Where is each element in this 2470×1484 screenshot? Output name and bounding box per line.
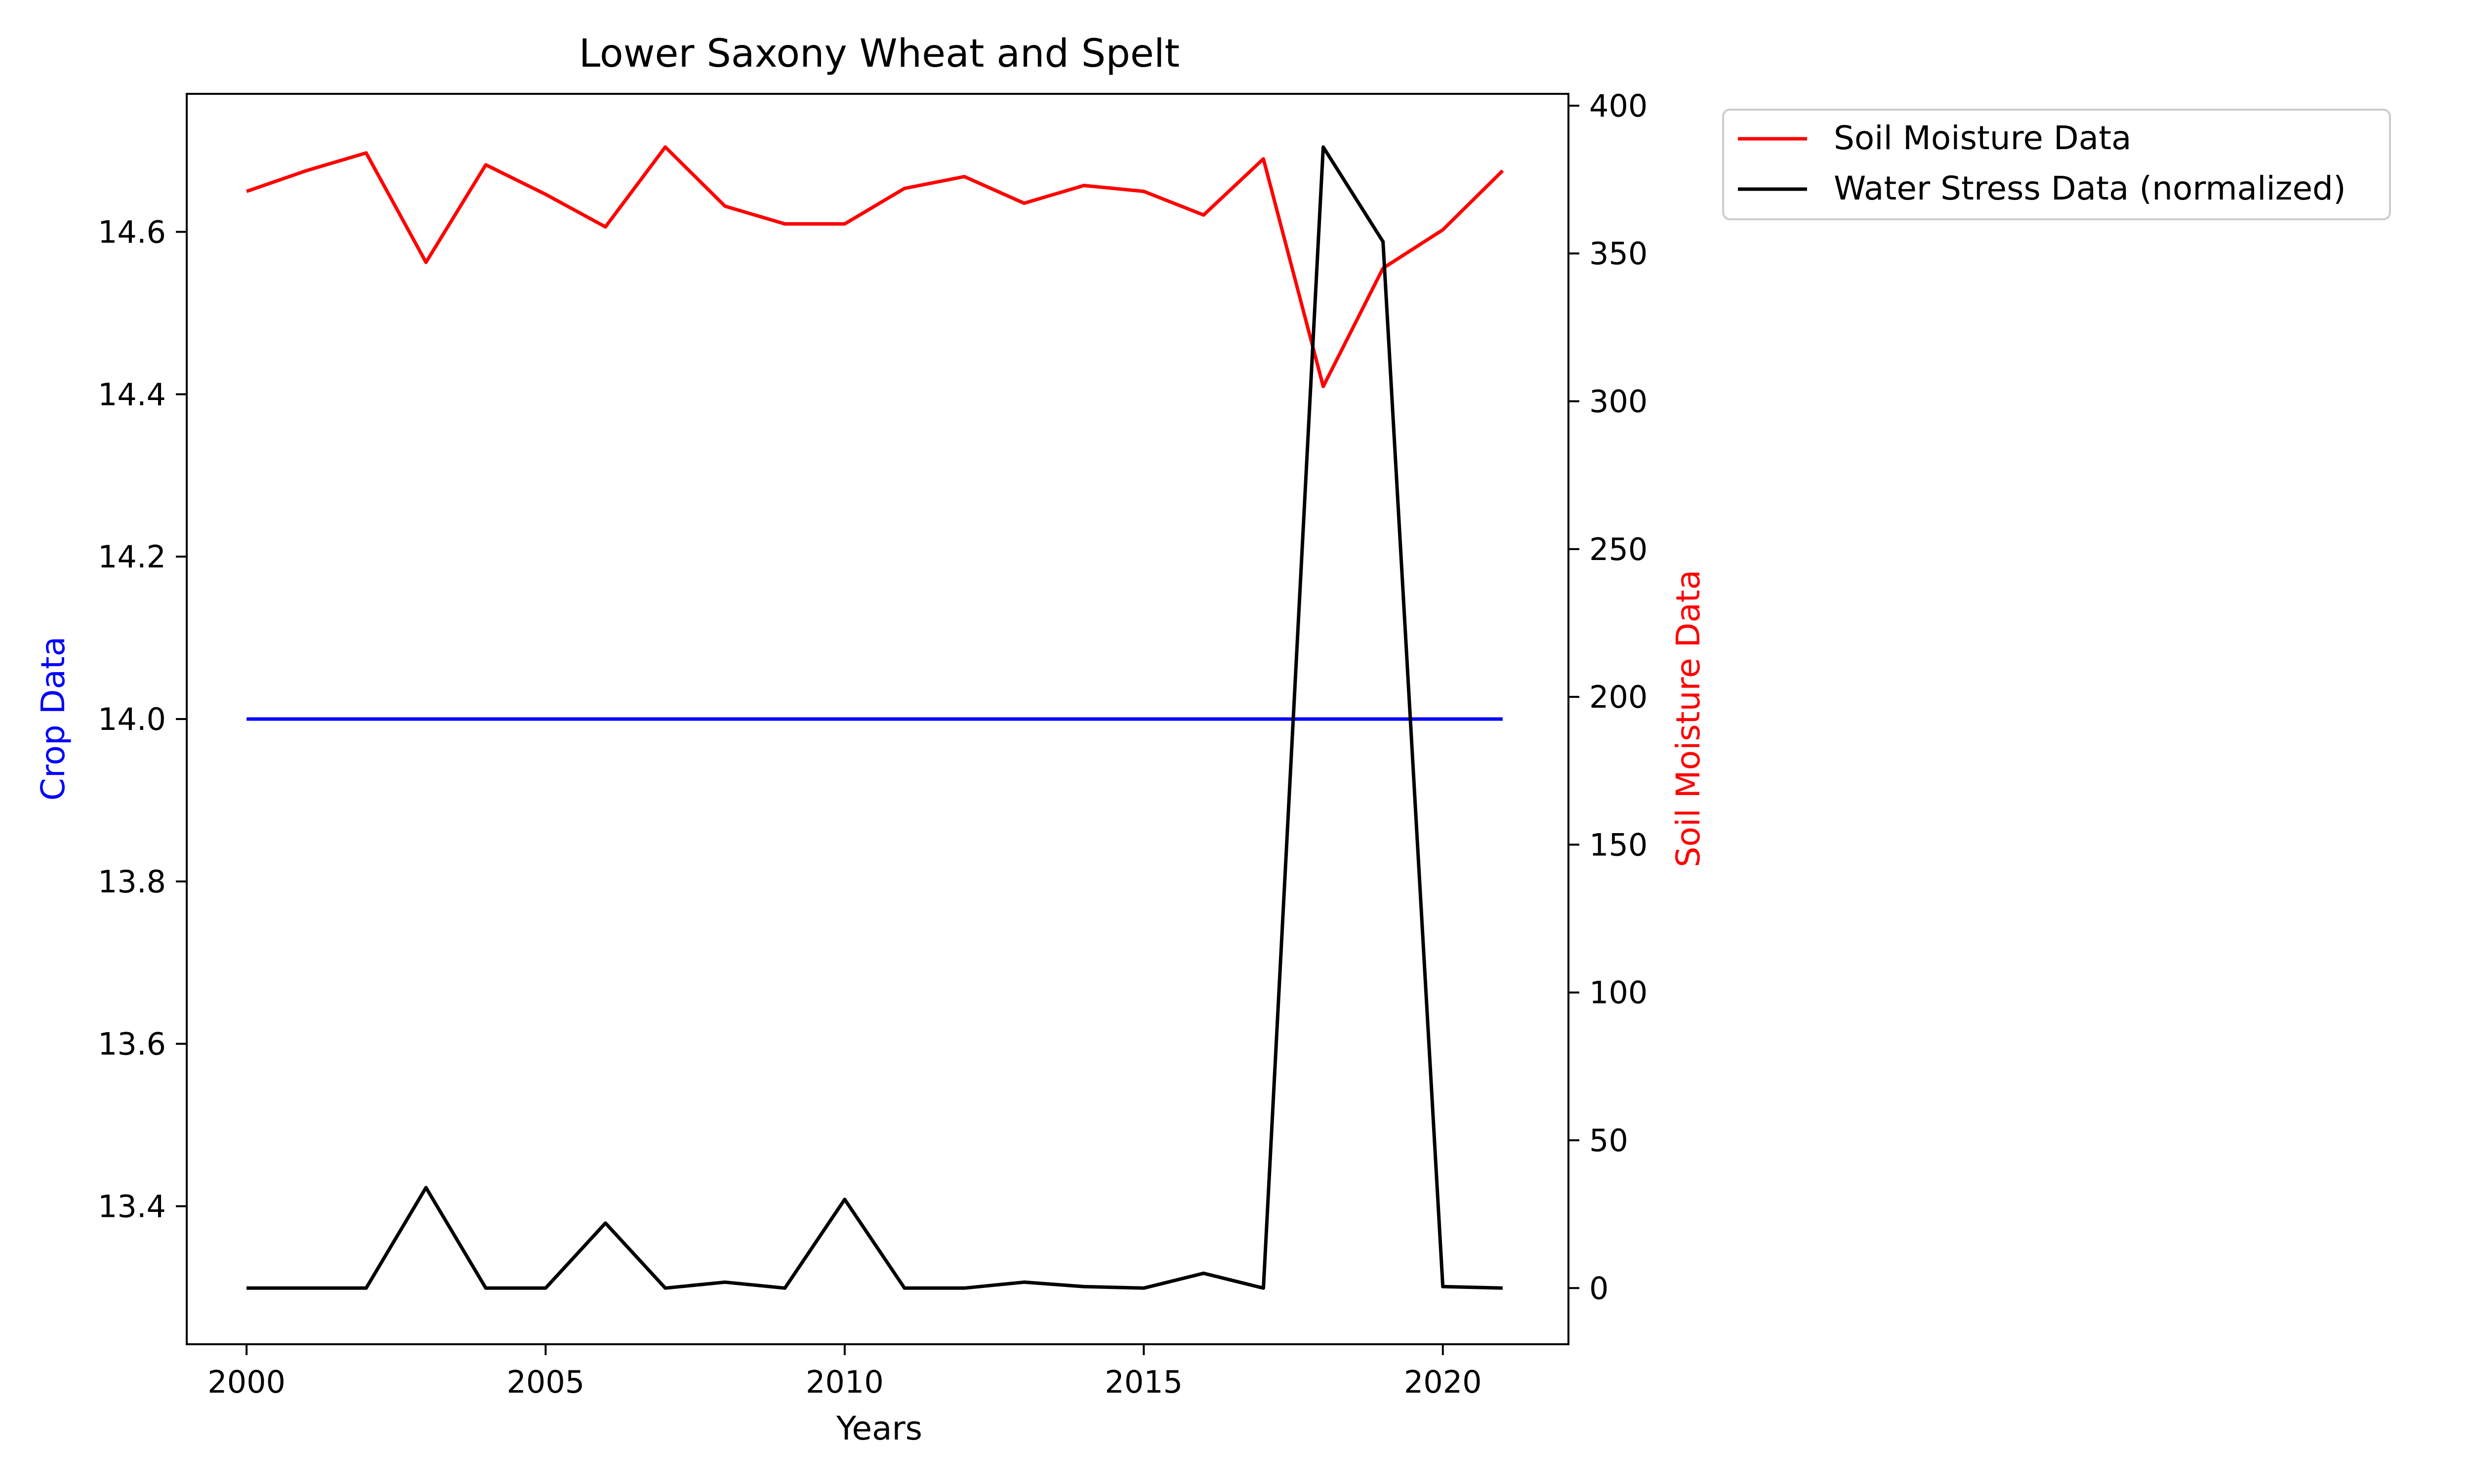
x-tick-label: 2020 (1404, 1364, 1482, 1400)
right-y-tick-label: 400 (1589, 88, 1647, 124)
series-line-soil (246, 145, 1504, 389)
right-y-tick-label: 150 (1589, 827, 1647, 863)
legend-box (1722, 109, 2391, 220)
legend-label-soil: Soil Moisture Data (1834, 119, 2132, 157)
right-y-tick-label: 300 (1589, 384, 1647, 420)
right-y-axis: 0 50 100 150 200 250 300 350 400 (1568, 88, 1647, 1306)
right-y-tick-label: 250 (1589, 531, 1647, 567)
x-tick-label: 2005 (507, 1364, 585, 1400)
left-y-tick-label: 13.4 (98, 1188, 166, 1224)
right-y-tick-label: 200 (1589, 679, 1647, 715)
series-line-stress (247, 145, 1503, 1290)
left-y-tick-label: 14.2 (98, 539, 166, 575)
chart-title: Lower Saxony Wheat and Spelt (579, 32, 1180, 76)
x-tick-label: 2000 (207, 1364, 286, 1400)
left-y-tick-label: 14.6 (98, 214, 166, 250)
left-y-tick-label: 14.4 (98, 376, 166, 412)
legend-label-stress: Water Stress Data (normalized) (1834, 169, 2346, 207)
left-y-tick-label: 14.0 (98, 701, 166, 737)
left-y-tick-label: 13.8 (98, 864, 166, 900)
x-tick-label: 2015 (1105, 1364, 1183, 1400)
right-y-tick-label: 0 (1589, 1270, 1608, 1306)
left-y-axis-label: Crop Data (34, 637, 72, 801)
right-y-tick-label: 100 (1589, 975, 1647, 1011)
right-y-tick-label: 350 (1589, 236, 1647, 272)
right-y-tick-label: 50 (1589, 1123, 1628, 1159)
right-y-axis-label: Soil Moisture Data (1669, 570, 1707, 868)
left-y-axis: 13.4 13.6 13.8 14.0 14.2 14.4 14.6 (98, 214, 187, 1224)
left-y-tick-label: 13.6 (98, 1026, 166, 1062)
x-axis: 2000 2005 2010 2015 2020 (207, 1344, 1482, 1400)
x-tick-label: 2010 (806, 1364, 884, 1400)
x-axis-label: Years (836, 1409, 922, 1447)
series-layer (246, 145, 1504, 1290)
legend: Soil Moisture Data Water Stress Data (no… (1722, 109, 2391, 220)
